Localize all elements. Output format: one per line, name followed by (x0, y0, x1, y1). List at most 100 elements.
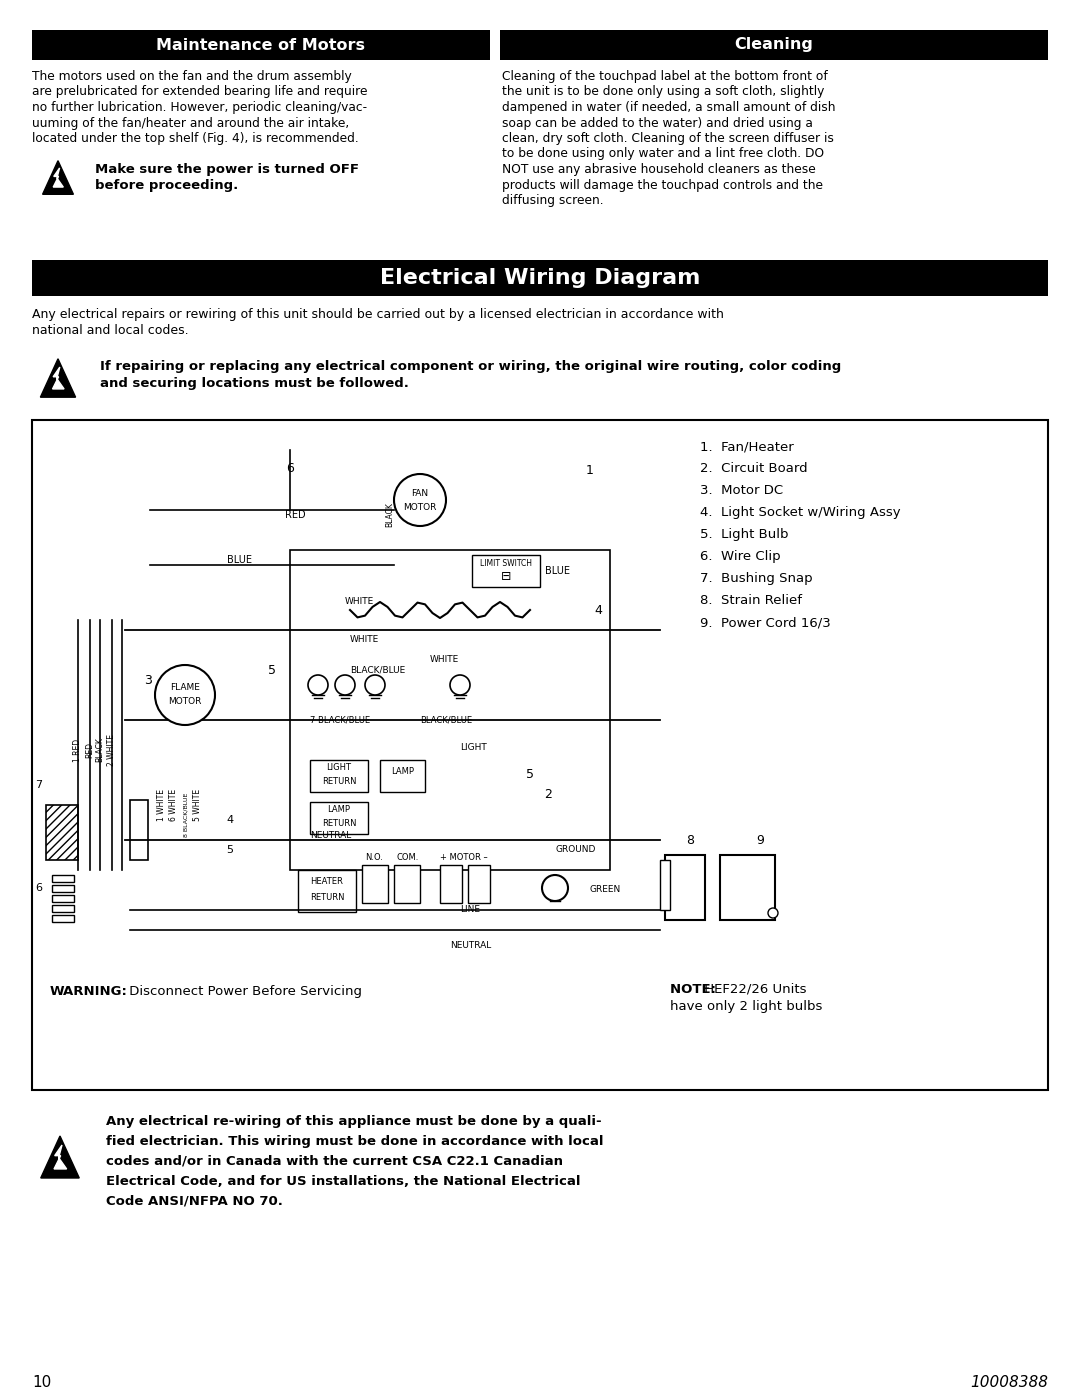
Text: Cleaning of the touchpad label at the bottom front of: Cleaning of the touchpad label at the bo… (502, 70, 827, 82)
Text: no further lubrication. However, periodic cleaning/vac-: no further lubrication. However, periodi… (32, 101, 367, 115)
Text: GREEN: GREEN (590, 886, 621, 894)
Bar (472, 555, 540, 587)
Text: uuming of the fan/heater and around the air intake,: uuming of the fan/heater and around the … (32, 116, 349, 130)
Text: MOTOR: MOTOR (403, 503, 436, 511)
Polygon shape (53, 168, 64, 187)
Text: the unit is to be done only using a soft cloth, slightly: the unit is to be done only using a soft… (502, 85, 824, 99)
Text: RED: RED (285, 510, 306, 520)
Bar (52, 895, 75, 902)
Bar (720, 855, 775, 921)
Text: FLAME: FLAME (170, 683, 200, 693)
Bar (298, 870, 356, 912)
Text: LIMIT SWITCH: LIMIT SWITCH (480, 559, 532, 567)
Text: LAMP: LAMP (327, 806, 351, 814)
Text: 9: 9 (756, 834, 764, 847)
Circle shape (768, 908, 778, 918)
Bar (291, 550, 610, 870)
Text: diffusing screen.: diffusing screen. (502, 194, 604, 207)
Text: Any electrical re-wiring of this appliance must be done by a quali-: Any electrical re-wiring of this applian… (106, 1115, 602, 1127)
Text: dampened in water (if needed, a small amount of dish: dampened in water (if needed, a small am… (502, 101, 836, 115)
Bar (52, 905, 75, 912)
Polygon shape (54, 1146, 67, 1169)
Text: 6: 6 (286, 461, 294, 475)
Bar (665, 855, 705, 921)
Text: soap can be added to the water) and dried using a: soap can be added to the water) and drie… (502, 116, 813, 130)
Text: COM.: COM. (396, 854, 419, 862)
Text: RED: RED (85, 742, 95, 759)
Bar (52, 915, 75, 922)
Text: LINE: LINE (460, 905, 480, 915)
Text: LIGHT: LIGHT (460, 743, 487, 753)
Text: 1 WHITE: 1 WHITE (158, 789, 166, 821)
Text: 1.  Fan/Heater: 1. Fan/Heater (700, 440, 794, 453)
Circle shape (308, 675, 328, 694)
Text: N.O.: N.O. (365, 854, 383, 862)
Text: NEUTRAL: NEUTRAL (450, 940, 491, 950)
Text: 5.  Light Bulb: 5. Light Bulb (700, 528, 788, 541)
Text: have only 2 light bulbs: have only 2 light bulbs (670, 1000, 822, 1013)
Polygon shape (40, 359, 76, 397)
Text: 8: 8 (686, 834, 694, 847)
Bar (32, 29, 490, 60)
Text: 1: 1 (586, 464, 594, 476)
Bar (500, 29, 1048, 60)
Text: RETURN: RETURN (322, 820, 356, 828)
Circle shape (450, 675, 470, 694)
Text: RETURN: RETURN (310, 894, 345, 902)
Text: The motors used on the fan and the drum assembly: The motors used on the fan and the drum … (32, 70, 352, 82)
Text: Disconnect Power Before Servicing: Disconnect Power Before Servicing (125, 985, 362, 997)
Text: 7: 7 (35, 780, 42, 789)
Bar (394, 865, 420, 902)
Text: 3: 3 (144, 673, 152, 686)
Text: fied electrician. This wiring must be done in accordance with local: fied electrician. This wiring must be do… (106, 1134, 604, 1148)
Text: BLACK: BLACK (386, 503, 394, 528)
Polygon shape (41, 1136, 79, 1178)
Text: RETURN: RETURN (322, 778, 356, 787)
Text: NOTE:: NOTE: (670, 983, 720, 996)
Text: and securing locations must be followed.: and securing locations must be followed. (100, 377, 409, 390)
Circle shape (394, 474, 446, 527)
Bar (440, 865, 462, 902)
Text: HEATER: HEATER (311, 877, 343, 887)
Text: are prelubricated for extended bearing life and require: are prelubricated for extended bearing l… (32, 85, 367, 99)
Text: Maintenance of Motors: Maintenance of Motors (157, 38, 365, 53)
Text: BLACK: BLACK (95, 738, 105, 763)
Text: LIGHT: LIGHT (326, 764, 351, 773)
Text: to be done using only water and a lint free cloth. DO: to be done using only water and a lint f… (502, 148, 824, 161)
Text: LAMP: LAMP (391, 767, 414, 777)
Text: MOTOR: MOTOR (168, 697, 202, 707)
Text: 10008388: 10008388 (970, 1375, 1048, 1390)
Text: 5: 5 (227, 845, 233, 855)
Text: 8.  Strain Relief: 8. Strain Relief (700, 594, 802, 608)
Text: 6.  Wire Clip: 6. Wire Clip (700, 550, 781, 563)
Bar (130, 800, 148, 861)
Text: Make sure the power is turned OFF: Make sure the power is turned OFF (95, 163, 359, 176)
Text: 7 BLACK/BLUE: 7 BLACK/BLUE (310, 715, 370, 725)
Text: 2: 2 (544, 788, 552, 802)
Text: 3.  Motor DC: 3. Motor DC (700, 483, 783, 497)
Text: 10: 10 (32, 1375, 51, 1390)
Text: Any electrical repairs or rewiring of this unit should be carried out by a licen: Any electrical repairs or rewiring of th… (32, 307, 724, 321)
Text: HEF22/26 Units: HEF22/26 Units (700, 983, 807, 996)
Text: 8 BLACK/BLUE: 8 BLACK/BLUE (184, 793, 189, 837)
Bar (310, 760, 368, 792)
Bar (52, 875, 75, 882)
Circle shape (365, 675, 384, 694)
Polygon shape (53, 367, 64, 388)
Text: products will damage the touchpad controls and the: products will damage the touchpad contro… (502, 179, 823, 191)
Text: national and local codes.: national and local codes. (32, 324, 189, 337)
Circle shape (335, 675, 355, 694)
Text: 6 WHITE: 6 WHITE (170, 789, 178, 821)
Text: codes and/or in Canada with the current CSA C22.1 Canadian: codes and/or in Canada with the current … (106, 1155, 563, 1168)
Text: before proceeding.: before proceeding. (95, 179, 239, 193)
Text: 5: 5 (268, 664, 276, 676)
Text: located under the top shelf (Fig. 4), is recommended.: located under the top shelf (Fig. 4), is… (32, 131, 359, 145)
Text: Code ANSI/NFPA NO 70.: Code ANSI/NFPA NO 70. (106, 1194, 283, 1208)
Bar (32, 420, 1048, 1090)
Text: Electrical Wiring Diagram: Electrical Wiring Diagram (380, 268, 700, 288)
Polygon shape (42, 161, 73, 194)
Text: WARNING:: WARNING: (50, 985, 127, 997)
Text: FAN: FAN (411, 489, 429, 499)
Circle shape (156, 665, 215, 725)
Bar (362, 865, 388, 902)
